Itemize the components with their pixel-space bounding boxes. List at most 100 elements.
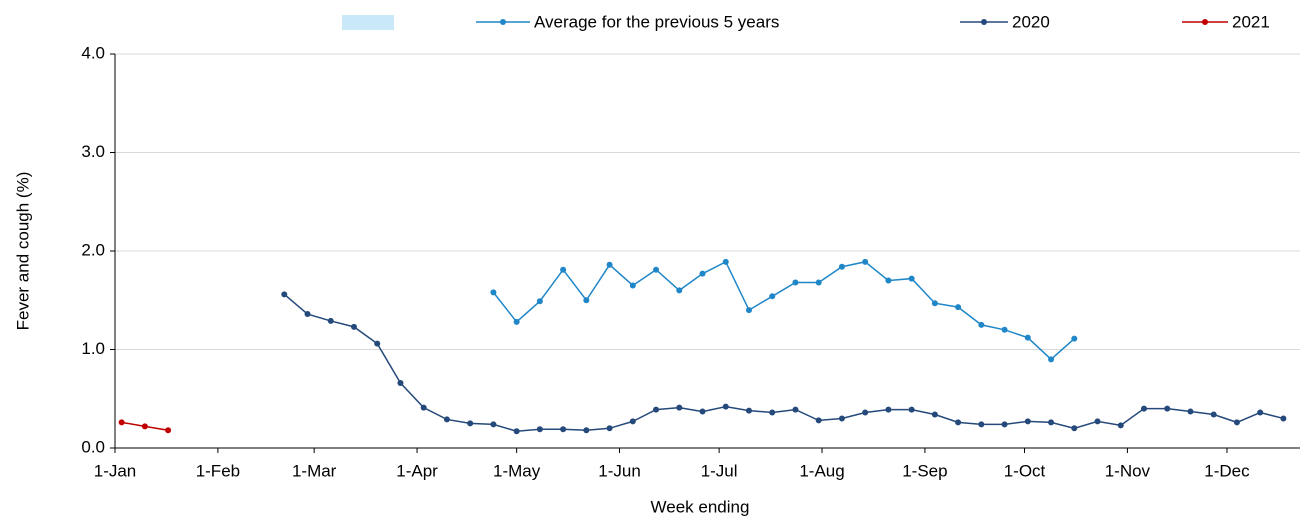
data-point bbox=[118, 419, 125, 426]
x-tick-label: 1-Jul bbox=[701, 461, 738, 480]
data-point bbox=[606, 425, 613, 432]
data-point bbox=[141, 423, 148, 430]
data-point bbox=[397, 379, 404, 386]
x-tick-label: 1-Mar bbox=[292, 461, 337, 480]
data-point bbox=[676, 287, 683, 294]
data-point bbox=[513, 318, 520, 325]
data-point bbox=[653, 266, 660, 273]
y-tick-label: 0.0 bbox=[81, 437, 105, 456]
legend-label: Average for the previous 5 years bbox=[534, 12, 779, 31]
data-point bbox=[1094, 418, 1101, 425]
data-point bbox=[1048, 419, 1055, 426]
x-tick-label: 1-Sep bbox=[902, 461, 947, 480]
data-point bbox=[653, 406, 660, 413]
data-point bbox=[1233, 419, 1240, 426]
data-point bbox=[1024, 418, 1031, 425]
data-point bbox=[1210, 411, 1217, 418]
data-point bbox=[931, 411, 938, 418]
data-point bbox=[838, 263, 845, 270]
data-point bbox=[769, 409, 776, 416]
x-tick-label: 1-Nov bbox=[1105, 461, 1151, 480]
y-tick-label: 3.0 bbox=[81, 142, 105, 161]
series-line bbox=[283, 293, 1284, 433]
legend-swatch bbox=[342, 15, 394, 30]
data-point bbox=[955, 304, 962, 311]
legend-marker bbox=[981, 19, 987, 25]
data-point bbox=[1048, 356, 1055, 363]
x-tick-label: 1-Feb bbox=[196, 461, 240, 480]
data-point bbox=[467, 420, 474, 427]
data-point bbox=[1117, 422, 1124, 429]
data-point bbox=[1187, 408, 1194, 415]
x-tick-label: 1-Dec bbox=[1204, 461, 1250, 480]
data-point bbox=[1071, 335, 1078, 342]
data-point bbox=[745, 407, 752, 414]
data-point bbox=[443, 416, 450, 423]
data-point bbox=[560, 426, 567, 433]
data-point bbox=[629, 282, 636, 289]
data-point bbox=[536, 298, 543, 305]
data-point bbox=[978, 421, 985, 428]
data-point bbox=[699, 270, 706, 277]
data-point bbox=[583, 427, 590, 434]
data-point bbox=[536, 426, 543, 433]
legend-label: 2020 bbox=[1012, 12, 1050, 31]
data-point bbox=[1164, 405, 1171, 412]
data-point bbox=[165, 427, 172, 434]
data-point bbox=[1280, 415, 1287, 422]
data-point bbox=[327, 317, 334, 324]
data-point bbox=[815, 417, 822, 424]
x-tick-label: 1-Oct bbox=[1004, 461, 1046, 480]
data-point bbox=[304, 311, 311, 318]
data-point bbox=[885, 406, 892, 413]
x-tick-label: 1-Aug bbox=[799, 461, 844, 480]
data-point bbox=[1257, 409, 1264, 416]
data-point bbox=[978, 321, 985, 328]
data-point bbox=[955, 419, 962, 426]
x-tick-label: 1-Jun bbox=[598, 461, 641, 480]
data-point bbox=[745, 307, 752, 314]
data-point bbox=[583, 297, 590, 304]
data-point bbox=[1001, 326, 1008, 333]
data-point bbox=[792, 279, 799, 286]
legend-marker bbox=[500, 19, 506, 25]
data-point bbox=[1140, 405, 1147, 412]
data-point bbox=[908, 275, 915, 282]
x-tick-label: 1-Apr bbox=[396, 461, 438, 480]
y-tick-label: 1.0 bbox=[81, 339, 105, 358]
data-point bbox=[1024, 334, 1031, 341]
data-point bbox=[838, 415, 845, 422]
data-point bbox=[862, 409, 869, 416]
data-point bbox=[606, 261, 613, 268]
x-axis-label: Week ending bbox=[651, 497, 750, 516]
x-tick-label: 1-Jan bbox=[94, 461, 137, 480]
data-point bbox=[281, 291, 288, 298]
data-point bbox=[490, 421, 497, 428]
data-point bbox=[908, 406, 915, 413]
data-point bbox=[490, 289, 497, 296]
data-point bbox=[350, 323, 357, 330]
data-point bbox=[722, 403, 729, 410]
data-point bbox=[792, 406, 799, 413]
data-point bbox=[1001, 421, 1008, 428]
data-point bbox=[862, 258, 869, 265]
data-point bbox=[629, 418, 636, 425]
data-point bbox=[1071, 425, 1078, 432]
data-point bbox=[513, 428, 520, 435]
data-point bbox=[769, 293, 776, 300]
legend-marker bbox=[1202, 19, 1208, 25]
y-axis-label: Fever and cough (%) bbox=[13, 172, 32, 331]
legend-label: 2021 bbox=[1232, 12, 1270, 31]
y-tick-label: 4.0 bbox=[81, 43, 105, 62]
data-point bbox=[676, 404, 683, 411]
data-point bbox=[815, 279, 822, 286]
x-tick-label: 1-May bbox=[493, 461, 541, 480]
series-line bbox=[492, 260, 1075, 361]
data-point bbox=[722, 258, 729, 265]
data-point bbox=[931, 300, 938, 307]
data-point bbox=[699, 408, 706, 415]
data-point bbox=[560, 266, 567, 273]
data-point bbox=[420, 404, 427, 411]
data-point bbox=[885, 277, 892, 284]
